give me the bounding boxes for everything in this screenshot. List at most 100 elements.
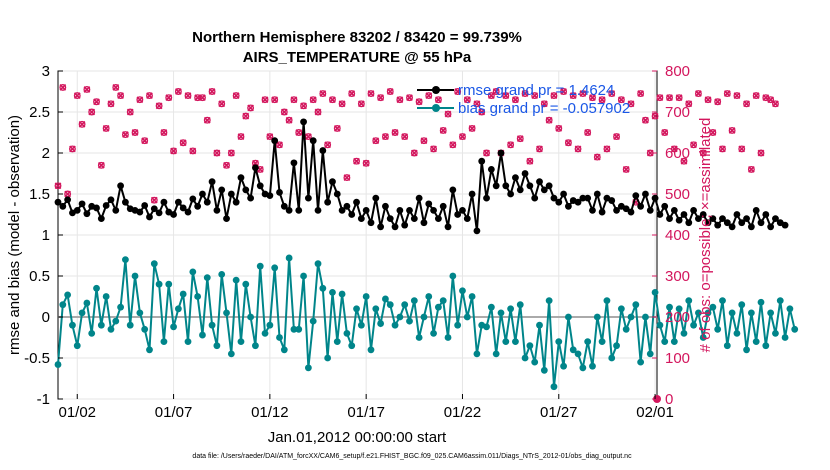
obs-assimilated-marker [699,149,707,157]
obs-possible-marker [425,92,433,100]
obs-assimilated-marker [353,157,360,165]
obs-marker [685,100,693,108]
obs-assimilated-marker [584,129,592,136]
obs-marker [68,145,76,153]
obs-possible-marker [743,100,751,108]
obs-possible-marker [304,133,312,141]
bias-point [420,313,428,321]
obs-marker [377,94,385,102]
rmse-point [218,186,226,194]
obs-marker [362,159,370,167]
obs-possible-marker [589,94,596,102]
bias-point [333,338,341,345]
obs-possible-marker [396,96,404,104]
obs-possible-marker [473,100,481,108]
obs-marker [410,149,418,157]
obs-assimilated-marker [550,92,558,99]
obs-possible-marker [184,92,192,100]
bias-point [218,270,226,278]
bias-point [545,297,553,304]
grid [58,70,657,400]
obs-possible-marker [584,129,592,136]
obs-assimilated-marker [175,88,182,95]
obs-assimilated-marker [232,92,240,99]
rmse-point [304,194,312,202]
obs-possible-marker [223,161,230,169]
obs-possible-marker [569,92,577,100]
rmse-point [492,182,500,190]
rmse-point [237,174,245,182]
obs-assimilated-marker [425,92,433,99]
obs-possible-marker [319,90,327,97]
legend: rmse grand pr = 1.4624 bias grand pr = -… [417,82,630,117]
obs-marker [295,129,303,136]
obs-marker [396,96,404,104]
obs-assimilated-marker [237,133,245,140]
rmse-point [685,219,693,227]
obs-assimilated-marker [473,100,481,108]
rmse-point [656,211,664,218]
obs-assimilated-marker [160,129,168,136]
obs-assimilated-marker [131,129,139,136]
obs-possible-marker [545,116,553,124]
obs-marker [179,139,187,147]
obs-possible-marker [738,145,746,153]
rmse-point [357,215,365,223]
obs-marker [155,102,163,110]
obs-assimilated-marker [372,137,380,145]
obs-possible-marker [232,92,240,100]
obs-marker [242,112,250,120]
obs-possible-marker [141,137,149,145]
bias-point [646,350,654,358]
obs-assimilated-marker [247,104,254,112]
rmse-point [295,207,303,214]
bias-point [781,334,789,341]
obs-assimilated-marker [637,90,644,97]
obs-assimilated-marker [516,135,524,143]
bias-point [670,338,678,345]
bias-point [150,260,158,268]
rmse-point [767,223,775,231]
bias-point [247,313,255,321]
rmse-point [386,215,394,223]
bias-point [357,321,365,329]
obs-marker [502,92,510,100]
obs-possible-marker [295,129,303,136]
obs-assimilated-marker [314,108,322,116]
y2-tick-label: 800 [665,63,690,80]
obs-marker [468,124,476,132]
bias-point [59,301,67,309]
obs-assimilated-marker [362,159,370,167]
rmse-point [78,200,86,208]
obs-assimilated-marker [338,100,346,108]
bias-point [199,331,206,339]
obs-assimilated-marker [618,96,625,104]
obs-marker [170,147,178,155]
obs-marker [526,157,534,165]
y2-tick-label: 600 [665,145,690,162]
rmse-point [343,202,351,210]
obs-markers [54,83,779,403]
obs-assimilated-marker [59,84,67,91]
obs-marker [666,94,673,102]
x-axis-ticks: 01/02 01/07 01/12 01/17 01/22 01/27 02/01 [58,394,674,421]
obs-marker [574,145,582,153]
rmse-point [468,190,476,198]
rmse-point [362,207,370,214]
rmse-point [690,207,697,214]
rmse-point [444,223,452,231]
rmse-point [642,190,649,198]
obs-marker [319,90,327,97]
obs-marker [613,133,621,141]
obs-possible-marker [521,90,529,97]
obs-possible-marker [112,83,120,91]
bias-point [772,330,779,337]
obs-possible-marker [88,108,96,116]
obs-possible-marker [704,96,712,104]
obs-assimilated-marker [507,141,514,149]
rmse-point [699,211,707,218]
bias-point [531,358,539,366]
obs-possible-marker [362,159,370,167]
obs-assimilated-marker [622,166,630,173]
